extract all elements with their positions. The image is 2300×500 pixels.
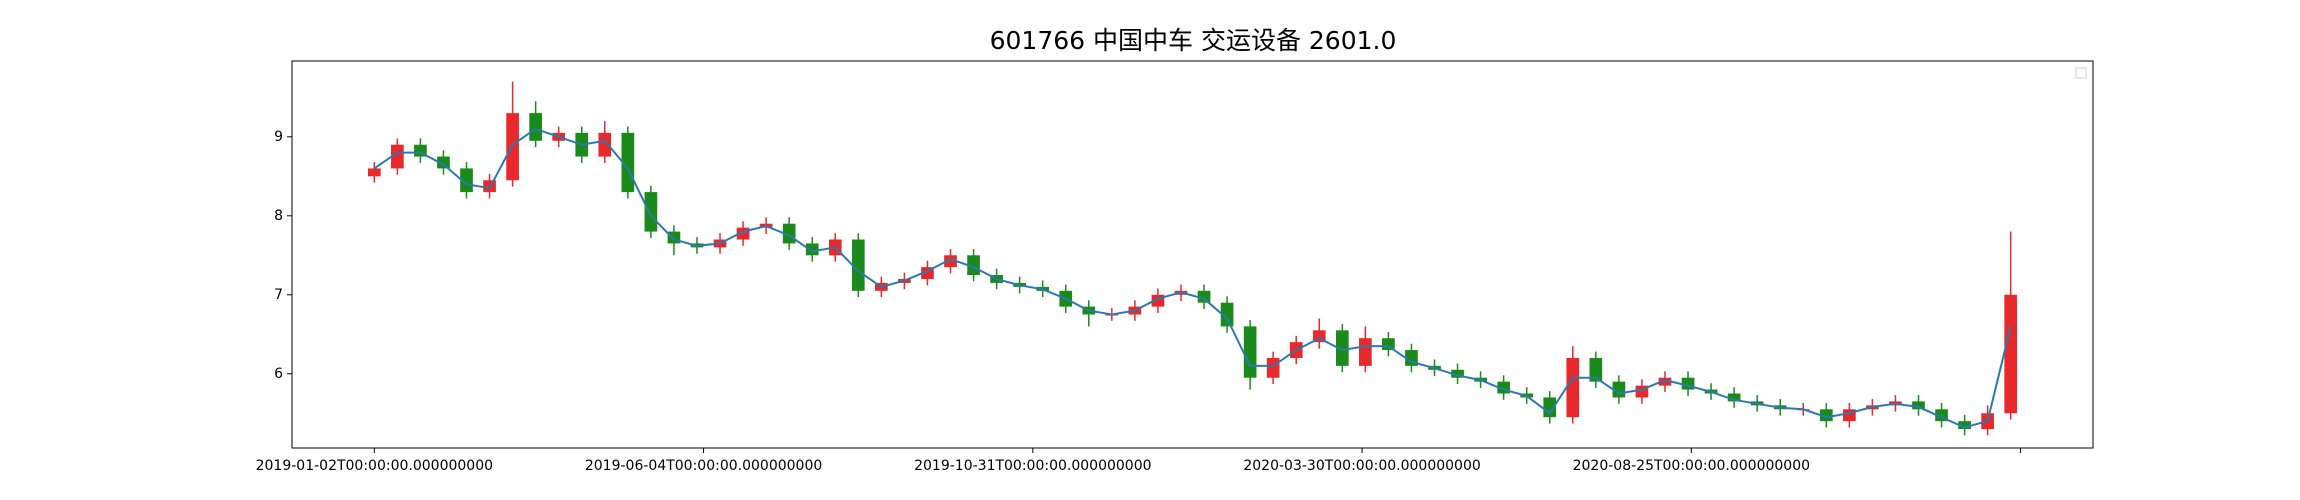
- candle-body: [1727, 393, 1741, 402]
- candle-body: [736, 227, 750, 240]
- candle-body: [1197, 290, 1211, 303]
- candle-body: [1912, 401, 1925, 410]
- plot-frame: [291, 60, 2094, 449]
- candle-body: [805, 243, 819, 256]
- candle-body: [414, 144, 427, 157]
- candle-body: [391, 144, 404, 169]
- candle-body: [1566, 357, 1580, 418]
- chart-title: 601766 中国中车 交运设备 2601.0: [990, 26, 1397, 55]
- candle-body: [1635, 385, 1649, 398]
- candle-body: [644, 192, 658, 232]
- candle-body: [1497, 381, 1510, 394]
- y-tick-label: 7: [274, 287, 283, 303]
- candle-body: [529, 113, 542, 141]
- x-tick-label: 2019-06-04T00:00:00.000000000: [585, 458, 822, 474]
- candle-body: [1935, 409, 1948, 422]
- candle-body: [1958, 421, 1971, 430]
- y-tick-label: 9: [274, 129, 283, 145]
- y-tick-label: 8: [274, 208, 283, 224]
- candle-body: [1819, 409, 1833, 422]
- candle-body: [1312, 330, 1326, 343]
- candle-body: [367, 168, 381, 177]
- candle-body: [460, 168, 473, 193]
- x-tick-label: 2019-01-02T00:00:00.000000000: [256, 458, 493, 474]
- candle-body: [1266, 357, 1280, 378]
- candle-body: [1220, 302, 1234, 327]
- candle-body: [921, 267, 934, 279]
- candle-body: [944, 255, 957, 268]
- candle-body: [667, 231, 681, 244]
- candle-body: [1359, 338, 1372, 366]
- x-tick-label: 2020-03-30T00:00:00.000000000: [1243, 458, 1480, 474]
- candle-body: [2004, 294, 2018, 414]
- candle-body: [1681, 377, 1695, 390]
- candle-body: [1243, 326, 1257, 378]
- candle-body: [1543, 397, 1557, 418]
- candle-body: [1843, 409, 1856, 422]
- trend-line: [373, 127, 2012, 429]
- candle-body: [1382, 338, 1395, 351]
- legend-box: [2075, 67, 2087, 79]
- candle-body: [1451, 369, 1464, 378]
- candle-body: [1658, 377, 1672, 386]
- candle-body: [437, 156, 450, 169]
- candle-body: [1589, 357, 1603, 382]
- candle-body: [1335, 330, 1349, 366]
- candle-body: [851, 239, 865, 291]
- candle-body: [621, 132, 635, 193]
- x-tick-label: 2019-10-31T00:00:00.000000000: [914, 458, 1151, 474]
- candle-body: [598, 132, 612, 157]
- y-tick-label: 6: [274, 366, 283, 382]
- candle-body: [967, 255, 980, 276]
- candle-body: [1151, 294, 1165, 307]
- x-tick-label: 2020-08-25T00:00:00.000000000: [1573, 458, 1810, 474]
